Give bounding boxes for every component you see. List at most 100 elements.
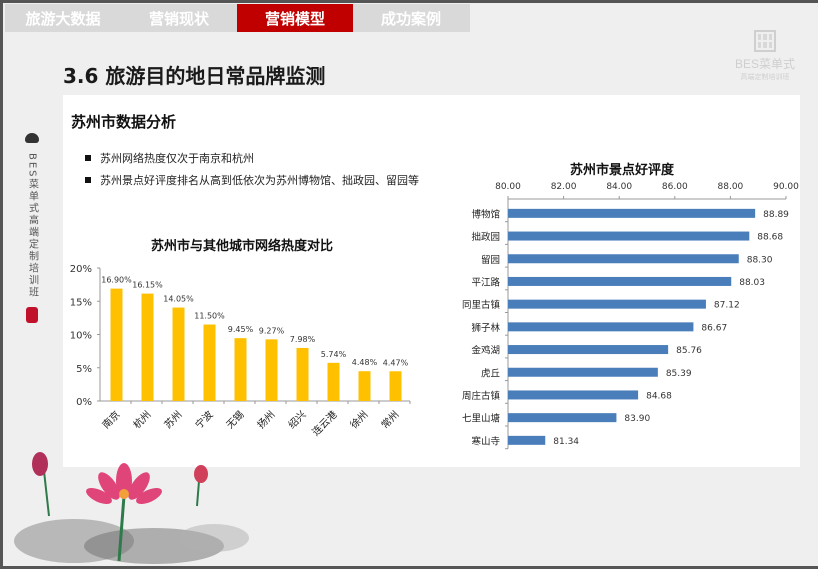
bar-value-label: 85.39 [666,369,692,379]
bar [358,371,371,401]
right-chart-title: 苏州市景点好评度 [570,163,675,178]
bar [508,208,756,218]
city-heat-bar-chart: 0% 5% 10% 15% 20% 16.90% 南京 16.15% 杭州 14.05% 苏州 11.… [70,264,411,438]
y-tick-label: 15% [70,297,92,308]
y-tick-label: 金鸡湖 [471,345,500,357]
bar-value-label: 88.30 [747,255,773,265]
content-card: 苏州市数据分析 苏州网络热度仅次于南京和杭州 苏州景点好评度排名从高到低依次为苏… [63,95,800,467]
bar [234,338,247,401]
bullet-item: 苏州景点好评度排名从高到低依次为苏州博物馆、拙政园、留园等 [85,169,419,191]
lotus-decoration-icon [14,452,249,564]
bar-value-label: 11.50% [194,312,225,321]
y-tick-label: 留园 [481,254,500,266]
card-title: 苏州市数据分析 [71,113,177,131]
x-tick-label: 90.00 [773,182,799,192]
x-tick-label: 无锡 [223,408,246,431]
bullet-square-icon [85,177,91,183]
x-tick-label: 84.00 [606,182,632,192]
x-tick-label: 绍兴 [285,408,308,431]
bar-value-label: 9.27% [259,326,285,335]
sidebar-brand: BES菜单式高端定制培训班 [22,133,42,323]
bar-value-label: 16.15% [132,281,163,290]
x-tick-label: 苏州 [161,408,184,431]
x-tick-label: 南京 [99,408,122,431]
seal-icon [26,306,38,323]
page-title: 3.6 旅游目的地日常品牌监测 [63,64,326,88]
x-tick-label: 82.00 [551,182,577,192]
bar-value-label: 4.47% [383,358,409,367]
bar [508,435,546,445]
bar-value-label: 4.48% [352,358,378,367]
bar [296,347,309,401]
logo-subtitle: 高端定制培训班 [740,73,790,81]
bowl-icon [25,133,39,143]
bar-value-label: 14.05% [163,295,194,304]
y-tick-label: 狮子林 [471,322,500,334]
bar [389,371,402,401]
bar-value-label: 84.68 [646,391,672,401]
x-tick-label: 常州 [378,408,401,431]
left-chart-title: 苏州市与其他城市网络热度对比 [151,239,334,254]
y-tick-label: 0% [76,397,92,408]
bar [508,345,669,355]
y-tick-label: 拙政园 [471,231,500,243]
bar-value-label: 7.98% [290,335,316,344]
bar [508,413,617,423]
tab-marketing-status[interactable]: 营销现状 [148,9,209,28]
bar [508,276,732,286]
bar-value-label: 5.74% [321,350,347,359]
bar-value-label: 86.67 [701,323,727,333]
tab-marketing-model[interactable]: 营销模型 [237,4,353,32]
x-tick-label: 扬州 [254,408,277,431]
bar-value-label: 88.68 [757,233,783,243]
logo-name: BES菜单式 [734,57,795,71]
frame-top-border [0,0,818,3]
brand-logo: BES菜单式 高端定制培训班 [730,30,800,82]
y-tick-label: 寒山寺 [471,435,500,447]
bar [265,339,278,401]
y-tick-label: 周庄古镇 [462,390,501,402]
bullet-item: 苏州网络热度仅次于南京和杭州 [85,147,419,169]
tab-tourism-big-data[interactable]: 旅游大数据 [25,9,101,28]
x-tick-label: 86.00 [662,182,688,192]
nav-tabs: 旅游大数据 营销现状 营销模型 成功案例 [5,4,470,32]
y-tick-label: 10% [70,331,92,342]
bar [508,254,739,264]
bar [203,324,216,401]
bar-value-label: 81.34 [553,437,579,447]
bar [508,367,658,377]
bar-value-label: 83.90 [624,414,650,424]
bar-value-label: 88.89 [763,210,789,220]
bar [141,293,154,401]
x-tick-label: 杭州 [130,408,153,431]
x-tick-label: 连云港 [309,408,339,438]
bar [508,390,639,400]
bar [110,288,123,401]
logo-mark-icon [754,30,776,52]
y-tick-label: 博物馆 [471,208,500,220]
x-tick-label: 徐州 [347,408,370,431]
tab-success-cases[interactable]: 成功案例 [380,9,441,28]
scenic-rating-bar-chart: 80.00 82.00 84.00 86.00 88.00 90.00 88.89 博物馆 88… [462,182,799,450]
y-tick-label: 5% [76,364,92,375]
bar-value-label: 9.45% [228,325,254,334]
bar [327,362,340,401]
sidebar-brand-text: BES菜单式高端定制培训班 [26,153,38,299]
x-tick-label: 88.00 [718,182,744,192]
bar [508,322,694,332]
y-tick-label: 20% [70,264,92,275]
bullet-square-icon [85,155,91,161]
x-tick-label: 80.00 [495,182,521,192]
y-tick-label: 七里山塘 [462,413,501,425]
bar [172,307,185,401]
bar-value-label: 88.03 [739,278,765,288]
x-tick-label: 宁波 [192,408,215,431]
bar-value-label: 16.90% [101,276,132,285]
bar [508,299,706,309]
bar [508,231,750,241]
bar-value-label: 85.76 [676,346,702,356]
bullet-list: 苏州网络热度仅次于南京和杭州 苏州景点好评度排名从高到低依次为苏州博物馆、拙政园… [85,147,419,191]
y-tick-label: 虎丘 [481,367,501,379]
y-tick-label: 同里古镇 [462,299,501,311]
y-tick-label: 平江路 [471,276,500,288]
